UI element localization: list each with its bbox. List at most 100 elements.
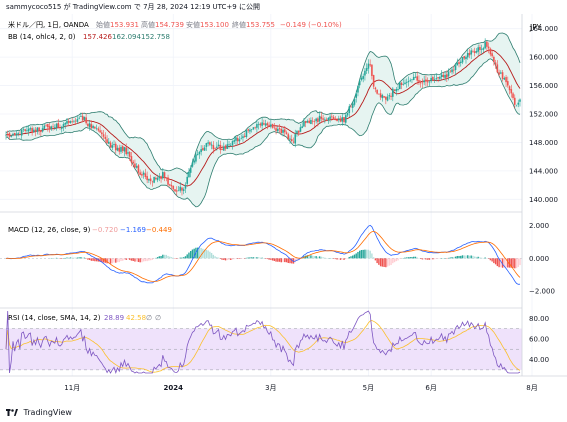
candle [62, 122, 65, 132]
macd-hist-bar [414, 256, 417, 259]
candle [162, 168, 164, 180]
macd-hist-bar [362, 249, 364, 259]
macd-hist-bar [212, 254, 215, 259]
candle [168, 183, 171, 187]
candle [55, 122, 58, 131]
macd-hist-bar [453, 257, 455, 259]
candle [275, 124, 277, 135]
macd-hist-bar [484, 257, 486, 259]
macd-hist-bar [66, 257, 68, 259]
macd-hist-bar [503, 258, 506, 268]
macd-hist-bar [507, 258, 509, 268]
macd-hist-bar [341, 258, 343, 260]
macd-hist-bar [115, 258, 117, 263]
candle [494, 59, 497, 69]
candle [193, 156, 195, 165]
macd-hist-bar [350, 256, 352, 259]
candle [465, 55, 467, 64]
candle [153, 176, 155, 184]
chart-svg[interactable]: 140.000 144.000 148.000 152.000 156.000 160.0… [0, 14, 567, 404]
candle [289, 135, 291, 144]
candle [304, 120, 307, 128]
candle [224, 144, 227, 151]
candle [299, 123, 302, 133]
candle [250, 128, 253, 133]
macd-hist-bar [167, 255, 169, 259]
macd-hist-bar [68, 257, 70, 259]
candle [99, 125, 101, 133]
candle [456, 58, 459, 66]
macd-hist-bar [517, 258, 519, 267]
candle [139, 169, 141, 176]
macd-hist-bar [364, 249, 366, 259]
macd-hist-bar [468, 255, 471, 259]
candle [88, 120, 91, 131]
macd-hist-bar [134, 258, 136, 262]
macd-hist-bar [310, 255, 312, 259]
tick-labels: 140.000 144.000 148.000 152.000 156.000 160.0… [64, 25, 558, 392]
macd-hist-bar [313, 256, 316, 259]
candle [414, 72, 417, 79]
macd-hist-bar [352, 255, 354, 259]
candle [226, 139, 229, 150]
macd-hist-bar [278, 258, 281, 262]
macd-hist-bar [132, 258, 134, 261]
macd-hist-bar [411, 256, 413, 259]
candle [371, 64, 373, 80]
candle [8, 132, 11, 140]
rsi-tick-label: 80.00 [529, 315, 549, 323]
rsi-pane [0, 310, 522, 375]
candle [142, 170, 145, 179]
macd-hist-bar [432, 258, 434, 260]
candle [454, 63, 457, 75]
candle [327, 117, 330, 124]
macd-hist-bar [266, 258, 269, 260]
macd-hist-bar [169, 256, 171, 259]
candle [350, 104, 352, 108]
candle [477, 44, 479, 56]
macd-hist-bar [282, 258, 284, 263]
macd-hist-bar [386, 258, 389, 267]
macd-hist-bar [71, 257, 73, 259]
candle [228, 141, 230, 149]
candle [491, 50, 493, 58]
candle [59, 124, 61, 130]
candle [217, 140, 220, 147]
macd-hist-bar [308, 255, 310, 259]
candle [433, 75, 436, 84]
candle [71, 117, 74, 124]
chart-stage[interactable]: 140.000 144.000 148.000 152.000 156.000 160.0… [0, 14, 567, 404]
candle [421, 78, 424, 88]
candle [489, 47, 492, 57]
candle [418, 75, 420, 86]
candle [109, 140, 112, 148]
macd-hist-bar [404, 257, 406, 259]
macd-hist-bar [425, 258, 427, 260]
macd-hist-bar [210, 252, 213, 259]
macd-hist-bar [205, 249, 208, 259]
candle [123, 146, 126, 157]
macd-hist-bar [184, 256, 187, 259]
candle [247, 128, 249, 133]
macd-hist-bar [348, 256, 350, 259]
candle [102, 130, 105, 140]
macd-hist-bar [280, 258, 282, 263]
macd-hist-bar [123, 258, 126, 260]
candle [172, 185, 175, 191]
candle [210, 141, 213, 150]
macd-hist-bar [320, 256, 323, 259]
price-tick-label: 156.000 [529, 82, 558, 90]
footer-brand: TradingView [23, 408, 72, 417]
macd-hist-bar [165, 254, 167, 259]
macd-hist-bar [188, 252, 190, 259]
candle [405, 78, 408, 88]
candle [67, 118, 70, 126]
macd-hist-bar [80, 257, 82, 259]
candle [446, 70, 448, 82]
candle [106, 135, 108, 145]
macd-hist-bar [289, 258, 291, 264]
macd-line-value: −1.169 [120, 226, 146, 234]
macd-hist-bar [287, 258, 289, 264]
candle [287, 132, 290, 140]
candle [393, 89, 396, 92]
